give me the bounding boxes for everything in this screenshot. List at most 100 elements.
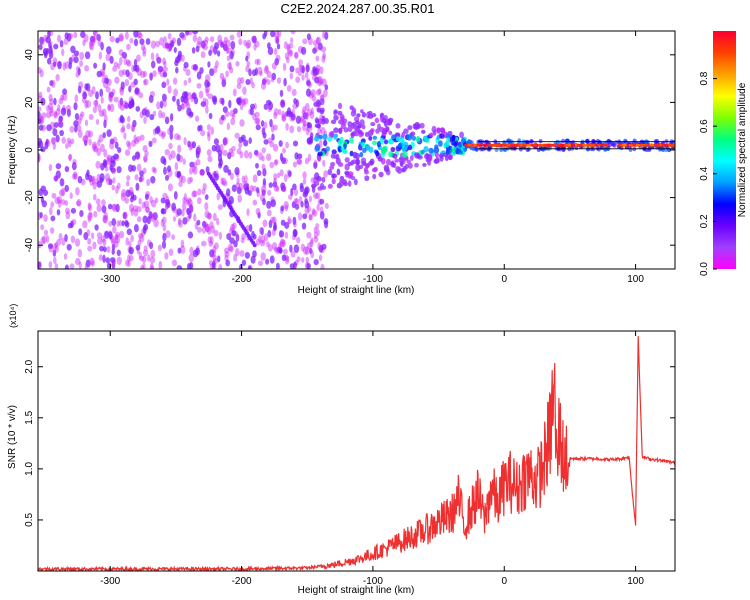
spectrogram-cell bbox=[368, 110, 373, 115]
spectrogram-cell bbox=[232, 88, 237, 97]
spectrogram-cell bbox=[142, 51, 147, 57]
spectrogram-cell bbox=[101, 205, 107, 213]
spectrogram-cell bbox=[248, 151, 253, 159]
spectrogram-cell bbox=[267, 46, 274, 56]
spectrogram-cell bbox=[105, 53, 111, 62]
spectrogram-cell bbox=[208, 259, 213, 266]
spectrogram-cell bbox=[177, 219, 183, 228]
spectrogram-cell bbox=[228, 245, 234, 253]
spectrogram-cell bbox=[254, 117, 260, 125]
spectrogram-cell bbox=[115, 203, 120, 213]
spectrogram-cell bbox=[549, 143, 554, 147]
spectrogram-cell bbox=[161, 112, 166, 119]
spectrogram-cell bbox=[323, 170, 328, 178]
spectrogram-cell bbox=[208, 49, 212, 56]
spectrogram-cell bbox=[124, 149, 131, 157]
colorbar-tick-label: 0.2 bbox=[699, 214, 710, 228]
spectrogram-cell bbox=[213, 242, 219, 250]
spectrogram-cell bbox=[509, 143, 515, 147]
spectrogram-cell bbox=[272, 124, 278, 131]
spectrogram-cell bbox=[304, 72, 309, 79]
spectrogram-cell bbox=[321, 176, 326, 183]
spectrogram-cell bbox=[133, 64, 138, 72]
spectrogram-cell bbox=[269, 140, 275, 148]
spectrogram-cell bbox=[132, 119, 137, 128]
spectrogram-cell bbox=[420, 129, 426, 134]
spectrogram-cell bbox=[238, 38, 243, 46]
spectrogram-cell bbox=[118, 230, 125, 239]
spectrogram-cell bbox=[134, 87, 140, 95]
spectrogram-cell bbox=[273, 159, 278, 166]
spectrogram-cell bbox=[95, 91, 99, 100]
spectrogram-cell bbox=[180, 103, 186, 110]
spectrogram-cell bbox=[64, 200, 69, 207]
spectrogram-cell bbox=[189, 204, 194, 214]
spectrogram-cell bbox=[158, 260, 163, 269]
spectrogram-cell bbox=[177, 50, 182, 58]
spectrogram-cell bbox=[202, 183, 207, 191]
spectrogram-cell bbox=[54, 241, 58, 249]
spectrogram-cell bbox=[264, 31, 268, 37]
spectrogram-cell bbox=[38, 67, 42, 74]
spectrogram-cell bbox=[372, 140, 377, 146]
spectrogram-cell bbox=[70, 235, 76, 244]
spectrogram-cell bbox=[317, 151, 323, 157]
spectrogram-cell bbox=[166, 201, 171, 208]
spectrogram-cell bbox=[349, 136, 354, 144]
spectrogram-cell bbox=[79, 209, 84, 218]
spectrogram-y-tick-label: 20 bbox=[24, 96, 35, 108]
spectrogram-cell bbox=[164, 116, 170, 125]
spectrogram-cell bbox=[314, 76, 320, 84]
spectrogram-cell bbox=[333, 127, 339, 134]
spectrogram-cell bbox=[529, 139, 534, 144]
spectrogram-cell bbox=[114, 233, 119, 240]
spectrogram-cell bbox=[198, 90, 204, 99]
spectrogram-cell bbox=[70, 207, 77, 214]
spectrogram-cell bbox=[166, 165, 172, 173]
spectrogram-cell bbox=[69, 125, 75, 133]
spectrogram-cell bbox=[280, 101, 286, 108]
spectrogram-cell bbox=[327, 136, 333, 142]
spectrogram-cell bbox=[246, 208, 250, 216]
spectrogram-cell bbox=[306, 262, 311, 269]
spectrogram-cell bbox=[290, 251, 296, 258]
spectrogram-cell bbox=[109, 94, 113, 103]
spectrogram-cell bbox=[235, 182, 241, 189]
spectrogram-cell bbox=[167, 128, 171, 135]
spectrogram-cell bbox=[172, 95, 176, 102]
spectrogram-cell bbox=[116, 182, 121, 190]
spectrogram-cell bbox=[57, 118, 62, 126]
spectrogram-cell bbox=[131, 124, 135, 132]
spectrogram-cell bbox=[133, 38, 139, 47]
spectrogram-cell bbox=[522, 143, 527, 147]
snr-x-tick-label: -200 bbox=[232, 576, 252, 587]
spectrogram-cell bbox=[433, 146, 440, 154]
spectrogram-cell bbox=[68, 62, 72, 70]
spectrogram-cell bbox=[280, 205, 285, 212]
spectrogram-cell bbox=[644, 143, 649, 147]
spectrogram-cell bbox=[313, 192, 319, 199]
spectrogram-cell bbox=[82, 220, 88, 229]
spectrogram-cell bbox=[147, 254, 151, 262]
spectrogram-cell bbox=[271, 242, 278, 251]
spectrogram-cell bbox=[100, 41, 104, 51]
spectrogram-cell bbox=[252, 174, 258, 183]
spectrogram-cell bbox=[172, 216, 177, 222]
spectrogram-cell bbox=[320, 46, 327, 53]
spectrogram-cell bbox=[140, 264, 145, 269]
spectrogram-cell bbox=[305, 127, 310, 136]
spectrogram-cell bbox=[375, 150, 380, 157]
spectrogram-cell bbox=[72, 171, 78, 179]
spectrogram-cell bbox=[132, 155, 136, 161]
spectrogram-cell bbox=[77, 117, 82, 125]
spectrogram-cell bbox=[212, 254, 217, 262]
spectrogram-cell bbox=[311, 208, 316, 216]
spectrogram-cell bbox=[263, 103, 268, 110]
spectrogram-cell bbox=[254, 58, 259, 65]
spectrogram-cell bbox=[91, 176, 95, 186]
spectrogram-cell bbox=[59, 40, 64, 48]
spectrogram-cell bbox=[339, 175, 344, 183]
spectrogram-cell bbox=[310, 237, 314, 245]
spectrogram-cell bbox=[135, 182, 140, 191]
spectrogram-cell bbox=[270, 199, 277, 208]
